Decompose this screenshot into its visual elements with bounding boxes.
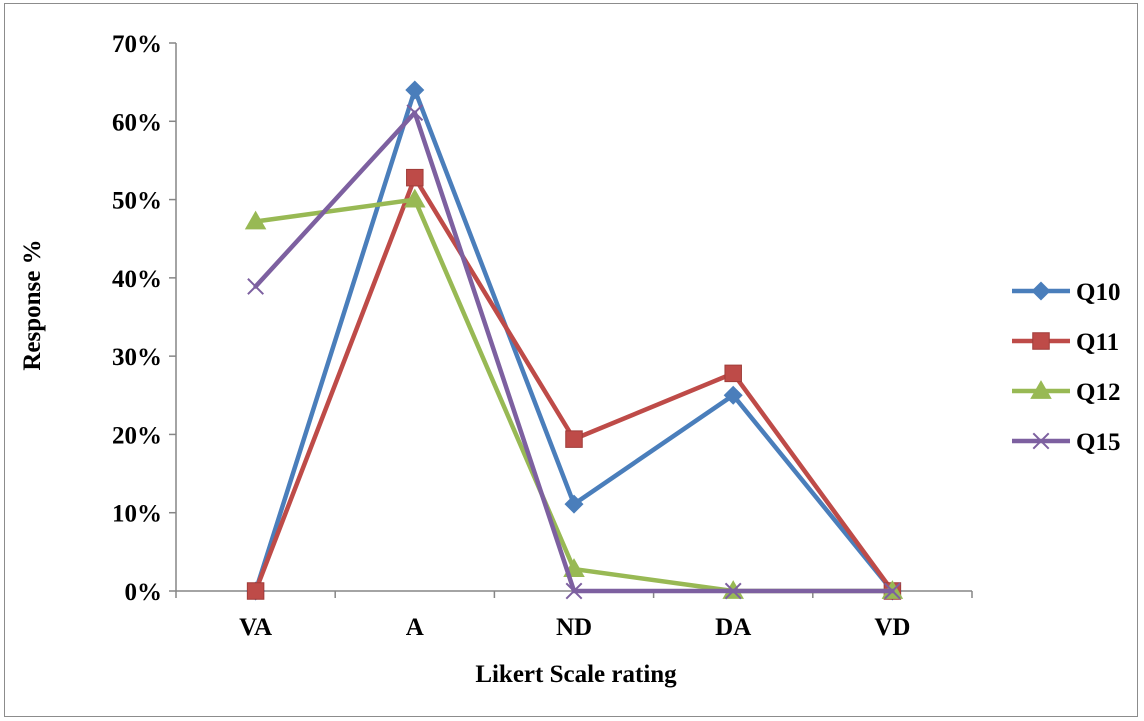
legend-marker-q10 bbox=[1031, 281, 1051, 301]
y-tick-label: 70% bbox=[112, 31, 162, 58]
data-point-q10 bbox=[723, 385, 743, 405]
y-axis-title: Response % bbox=[19, 239, 46, 370]
x-tick-label: VA bbox=[239, 614, 272, 641]
series-line-q12 bbox=[253, 197, 895, 594]
data-point-q15 bbox=[247, 278, 265, 295]
series-line-q15 bbox=[253, 110, 895, 594]
x-tick-label: A bbox=[406, 614, 424, 641]
data-point-q12 bbox=[244, 210, 267, 230]
marker-stroke bbox=[1032, 432, 1050, 450]
axes: 0% 10% 20% 30% 40% 50% 60% 70% VA A ND DA VD bbox=[112, 31, 973, 641]
y-tick-label: 50% bbox=[112, 188, 162, 215]
data-point-q11 bbox=[724, 364, 742, 383]
y-tick-label: 40% bbox=[112, 266, 162, 293]
legend-label-q10: Q10 bbox=[1076, 279, 1120, 306]
data-point-q10 bbox=[564, 494, 584, 514]
legend-marker-q11 bbox=[1032, 332, 1050, 350]
y-tick-label: 0% bbox=[125, 579, 163, 606]
y-tick-label: 30% bbox=[112, 344, 162, 371]
data-point-q15 bbox=[565, 582, 583, 600]
legend-item-q15: Q15 bbox=[1012, 429, 1120, 456]
legend-label-q15: Q15 bbox=[1076, 429, 1120, 456]
legend-marker-q12 bbox=[1030, 380, 1052, 399]
series-q11 bbox=[246, 168, 902, 600]
legend-label-q12: Q12 bbox=[1076, 379, 1120, 406]
data-point-q11 bbox=[406, 168, 424, 187]
series-q10 bbox=[246, 80, 902, 601]
marker-stroke bbox=[883, 582, 901, 600]
series-q15 bbox=[247, 104, 901, 600]
data-point-q15 bbox=[883, 582, 901, 600]
series-q12 bbox=[244, 188, 904, 599]
legend-item-q10: Q10 bbox=[1012, 279, 1120, 306]
x-tick-label: DA bbox=[715, 614, 751, 641]
x-tick-label: VD bbox=[874, 614, 910, 641]
marker-stroke bbox=[247, 278, 265, 295]
y-tick-label: 20% bbox=[112, 422, 162, 449]
legend-item-q12: Q12 bbox=[1012, 379, 1120, 406]
legend-item-q11: Q11 bbox=[1012, 329, 1119, 356]
legend-label-q11: Q11 bbox=[1076, 329, 1119, 356]
x-axis-title: Likert Scale rating bbox=[475, 661, 677, 688]
data-point-q11 bbox=[565, 430, 583, 448]
data-point-q10 bbox=[405, 80, 425, 100]
marker-stroke bbox=[565, 582, 583, 600]
data-point-q12 bbox=[404, 188, 426, 208]
marker-stroke bbox=[406, 104, 424, 122]
series-line-q11 bbox=[253, 175, 895, 594]
data-point-q15 bbox=[724, 582, 742, 600]
data-point-q11 bbox=[246, 582, 265, 600]
chart-frame bbox=[4, 3, 1138, 717]
x-tick-label: ND bbox=[556, 614, 592, 641]
marker-stroke bbox=[724, 582, 742, 600]
y-tick-label: 10% bbox=[112, 501, 162, 528]
series-layer bbox=[244, 80, 904, 601]
y-tick-label: 60% bbox=[112, 109, 162, 136]
legend-marker-q15 bbox=[1032, 432, 1050, 450]
data-point-q15 bbox=[406, 104, 424, 122]
legend: Q10 Q11 Q12 Q15 bbox=[1012, 279, 1120, 456]
